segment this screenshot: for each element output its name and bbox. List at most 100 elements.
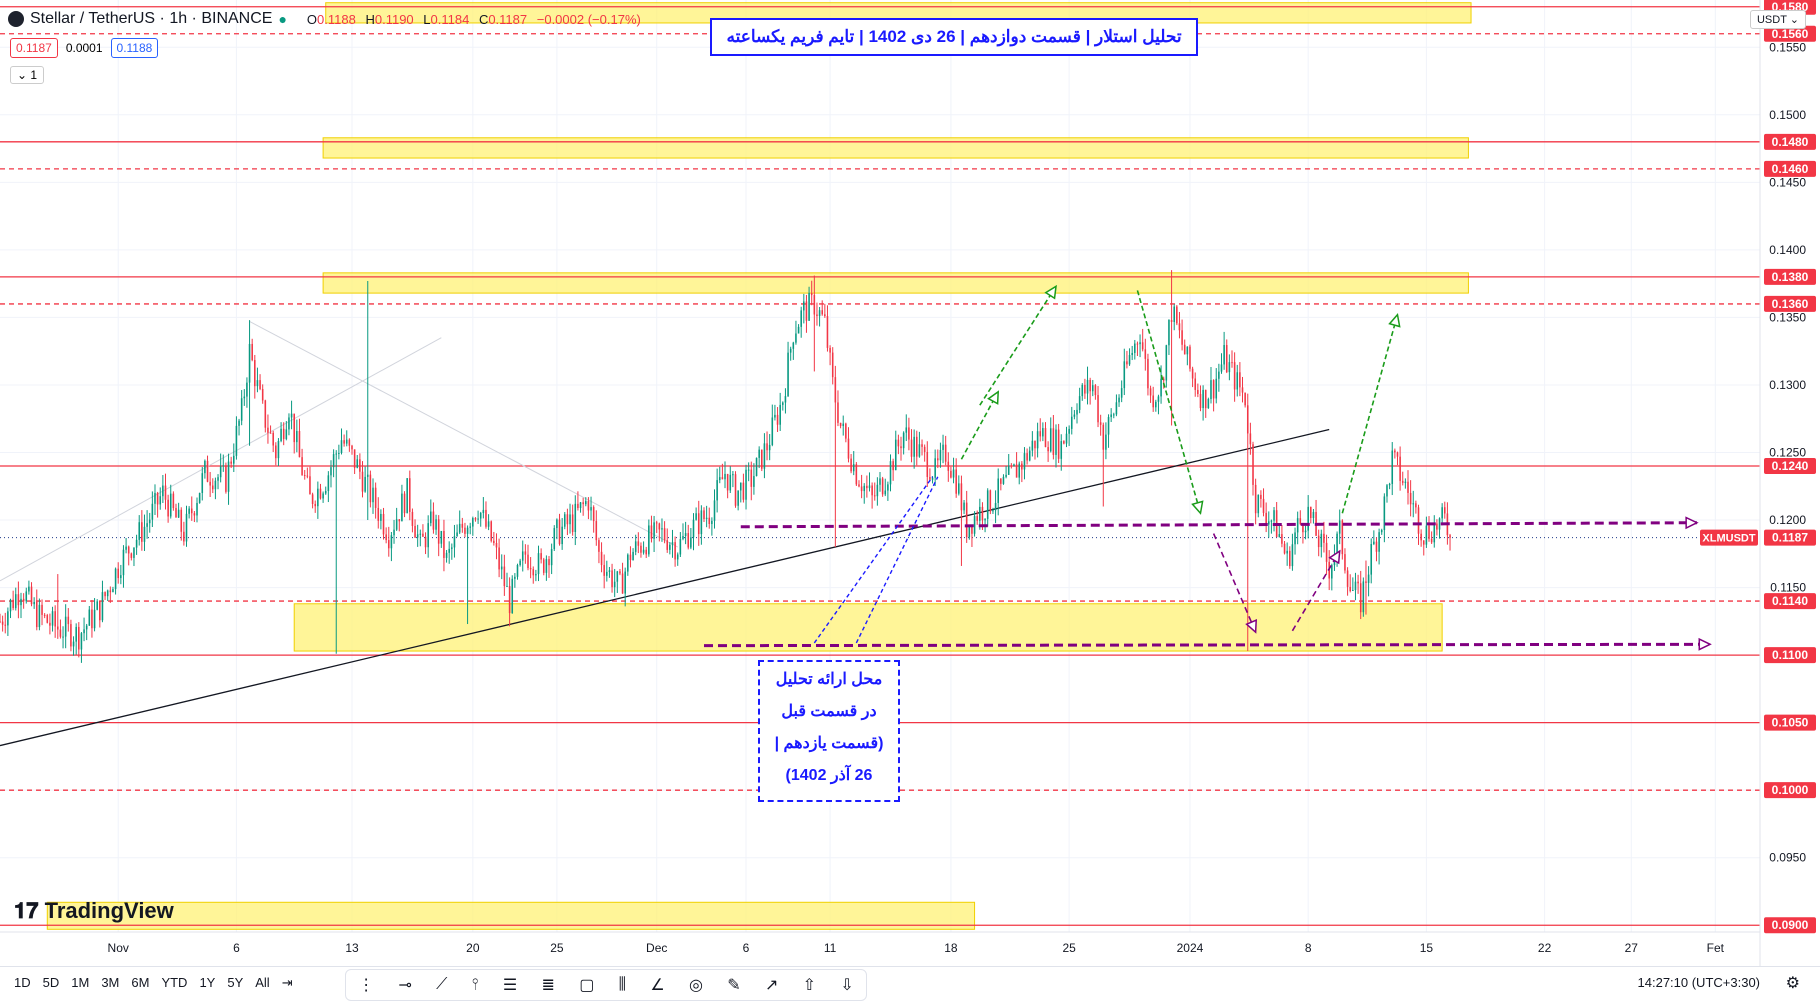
candle-body (855, 464, 858, 485)
angle-tool-icon[interactable]: ∠ (650, 977, 665, 994)
candle-body (779, 404, 781, 425)
analysis-title: تحلیل استلار | قسمت دوازدهم | 26 دی 1402… (710, 18, 1198, 56)
horizontal-line-tool-icon[interactable]: ⊸ (398, 977, 412, 994)
fib-tool-icon[interactable]: ☰ (502, 977, 518, 994)
tf-5y[interactable]: 5Y (227, 975, 244, 990)
tf-5d[interactable]: 5D (42, 975, 60, 990)
candle-body (881, 478, 884, 495)
circle-tool-icon[interactable]: ◎ (688, 977, 703, 994)
candle-body (85, 625, 88, 630)
candle-body (1236, 372, 1239, 390)
time-tick-label: 18 (944, 941, 958, 955)
candle-body (958, 483, 960, 494)
candle-body (422, 533, 424, 537)
candle-body (487, 521, 490, 527)
price-tick-label: 0.1300 (1769, 378, 1806, 392)
tf-1m[interactable]: 1M (71, 975, 90, 990)
candle-body (1013, 464, 1015, 467)
candle-body (595, 521, 598, 541)
candle-body (256, 380, 259, 387)
tf-ytd[interactable]: YTD (161, 975, 188, 990)
tf-6m[interactable]: 6M (131, 975, 150, 990)
arrow-tool-icon[interactable]: ↗ (764, 977, 779, 994)
candle-body (314, 503, 317, 507)
candle-body (1065, 433, 1068, 444)
price-tick-label: 0.0950 (1769, 851, 1806, 865)
candle-body (687, 533, 690, 548)
candle-body (1191, 368, 1194, 379)
date-range-icon[interactable]: ⇥ (281, 975, 293, 990)
candle-body (1068, 428, 1070, 434)
brush-tool-icon[interactable]: ✎ (727, 977, 741, 994)
time-axis[interactable]: Nov 6 13 20 25 Dec 6 11 18 25 2024 8 15 22 27 Fet (0, 931, 1760, 955)
candle-body (1070, 416, 1073, 429)
candle-body (335, 453, 338, 455)
level-price-tag (1764, 295, 1816, 312)
candle-body (43, 614, 46, 616)
candle-body (1225, 345, 1228, 373)
clock-timezone[interactable]: 14:27:10 (UTC+3:30) (1637, 975, 1760, 990)
channel-tool-icon[interactable]: ≣ (541, 977, 555, 994)
candle-body (1286, 550, 1288, 554)
candle-body (984, 518, 986, 521)
tradingview-logo[interactable]: 𝟏𝟕 TradingView (14, 898, 174, 923)
candle-body (482, 509, 485, 513)
arrow-up-tool-icon[interactable]: ⇧ (802, 977, 817, 994)
candle-body (1063, 441, 1065, 444)
candle-body (356, 459, 359, 468)
candle-body (1060, 441, 1063, 459)
candle-body (613, 581, 616, 588)
gear-icon[interactable]: ⚙ (1785, 975, 1800, 992)
buy-button[interactable]: 0.1188 (110, 38, 159, 58)
price-chart[interactable]: 0.0950 0.1000 0.1050 0.1100 0.1150 0.1200 0.12… (0, 0, 1820, 966)
price-tick-label: 0.1150 (1770, 581, 1806, 595)
candle-body (816, 314, 818, 317)
trendline-tool-icon[interactable]: ⟋ (436, 976, 448, 993)
candle-body (1170, 319, 1173, 323)
sell-button[interactable]: 0.1187 (10, 38, 58, 58)
drag-handle-icon[interactable]: ⋮ (358, 977, 375, 994)
price-axis[interactable]: 0.0950 0.1000 0.1050 0.1100 0.1150 0.1200 0.12… (1700, 0, 1820, 966)
candle-body (732, 474, 734, 476)
candle-body (303, 475, 306, 477)
candle-body (1094, 385, 1097, 396)
candle-body (674, 542, 676, 560)
tf-1y[interactable]: 1Y (199, 975, 216, 990)
candle-body (49, 622, 51, 626)
time-tick-label: 25 (1062, 941, 1076, 955)
candle-body (1183, 344, 1186, 355)
candle-body (453, 536, 456, 548)
candle-body (574, 503, 577, 532)
price-tick-label: 0.1350 (1769, 310, 1806, 324)
candle-body (211, 485, 214, 490)
candle-body (915, 436, 918, 457)
tf-3m[interactable]: 3M (101, 975, 120, 990)
candle-body (640, 545, 642, 553)
symbol-label[interactable]: Stellar / TetherUS · 1h · BINANCE (30, 10, 273, 27)
candle-body (190, 508, 193, 514)
candle-body (1362, 581, 1365, 613)
candle-body (1365, 581, 1367, 583)
indicators-collapse-button[interactable]: ⌄ 1 (10, 66, 45, 84)
candle-body (845, 423, 847, 439)
note-line: (قسمت یازدهم | (774, 735, 884, 752)
tf-all[interactable]: All (255, 975, 270, 990)
rectangle-tool-icon[interactable]: ▢ (579, 977, 595, 994)
candle-body (472, 518, 474, 527)
candle-body (866, 485, 868, 489)
candle-body (246, 382, 248, 397)
candle-body (795, 333, 797, 343)
candle-body (894, 439, 897, 471)
tf-1d[interactable]: 1D (14, 975, 31, 990)
currency-selector[interactable]: USDT ⌄ (1749, 10, 1806, 29)
candle-body (1317, 535, 1320, 548)
vertical-line-tool-icon[interactable]: ⫯ (471, 976, 479, 993)
candle-body (1254, 484, 1257, 514)
candle-body (443, 530, 445, 558)
candle-body (789, 348, 792, 353)
arrow-down-tool-icon[interactable]: ⇩ (840, 977, 854, 994)
candle-body (348, 439, 351, 446)
level-price-tag (1764, 917, 1816, 934)
bars-tool-icon[interactable]: ⫼ (618, 976, 627, 993)
candle-body (1394, 450, 1396, 453)
